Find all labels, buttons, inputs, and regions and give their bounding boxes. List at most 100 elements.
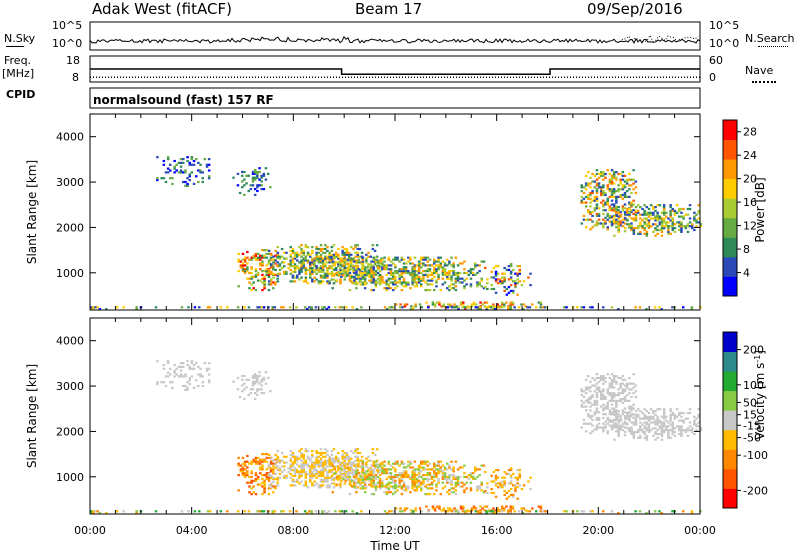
velocity-echo-cell [589,395,592,399]
velocity-echo-cell [634,415,638,418]
velocity-echo-cell [509,507,512,510]
velocity-echo-cell [337,465,340,468]
power-echo-cell [611,215,614,218]
velocity-echo-cell [177,365,181,368]
power-echo-cell [396,256,399,259]
power-echo-cell [695,219,698,222]
velocity-echo-cell [424,485,427,488]
power-echo-cell [370,273,373,276]
velocity-echo-cell [615,422,618,425]
power-echo-cell [344,275,347,278]
power-echo-cell [253,188,257,191]
power-echo-cell [207,169,211,172]
power-echo-cell [615,211,618,214]
velocity-echo-cell [326,450,329,453]
velocity-echo-cell [645,436,649,439]
velocity-echo-cell [438,507,441,510]
power-echo-cell [448,273,451,276]
velocity-echo-cell [435,468,438,471]
velocity-echo-cell [459,507,463,510]
power-echo-cell [260,174,263,177]
power-echo-cell [463,285,466,288]
velocity-echo-cell [326,465,329,468]
power-echo-cell [334,253,338,256]
power-echo-cell [267,268,271,272]
velocity-echo-cell [293,457,297,460]
power-echo-cell [595,214,599,217]
velocity-echo-cell [298,476,301,479]
power-colorbar-tick-label: 28 [743,126,757,139]
velocity-echo-cell [509,467,513,470]
power-echo-cell [662,207,666,211]
velocity-echo-cell [331,464,334,467]
power-echo-cell [643,227,646,230]
power-echo-cell [645,211,649,214]
power-echo-cell [426,260,429,263]
power-echo-cell [415,281,419,284]
power-echo-cell [516,272,519,275]
power-echo-cell [392,262,395,265]
velocity-echo-cell [392,510,395,513]
power-echo-cell [693,228,696,232]
velocity-echo-cell [184,375,187,378]
power-echo-cell [428,273,432,276]
velocity-echo-cell [602,510,605,513]
power-echo-cell [166,167,170,170]
x-tick-label: 00:00 [74,524,106,537]
power-echo-cell [254,273,258,276]
velocity-echo-cell [319,469,323,472]
velocity-echo-cell [632,421,636,424]
power-echo-cell [263,249,266,252]
velocity-echo-cell [330,457,334,460]
power-echo-cell [263,270,266,273]
velocity-echo-cell [296,463,299,466]
power-echo-cell [452,264,455,267]
power-echo-cell [435,270,438,273]
velocity-echo-cell [337,467,340,470]
power-echo-cell [177,171,181,174]
power-echo-cell [660,225,664,228]
velocity-echo-cell [363,470,367,473]
power-echo-cell [300,247,303,251]
velocity-echo-cell [420,483,423,486]
power-echo-cell [232,176,235,179]
velocity-echo-cell [693,423,696,426]
power-echo-cell [409,273,412,276]
velocity-echo-cell [398,510,402,513]
power-echo-cell [433,258,436,261]
power-echo-cell [446,275,449,278]
velocity-echo-cell [358,465,362,468]
velocity-echo-cell [402,485,406,488]
power-echo-cell [326,257,329,260]
velocity-echo-cell [461,510,465,513]
velocity-echo-cell [404,485,408,488]
power-echo-cell [496,303,499,306]
power-echo-cell [595,191,599,195]
mode-label: normalsound (fast) 157 RF [93,93,274,107]
velocity-echo-cell [417,483,421,486]
power-echo-cell [626,223,629,226]
velocity-echo-cell [474,466,477,469]
power-echo-cell [580,195,583,198]
power-echo-cell [516,278,519,281]
power-echo-cell [494,305,497,308]
power-echo-cell [291,247,295,251]
power-echo-cell [330,265,334,268]
power-echo-cell [476,264,479,267]
velocity-echo-cell [426,493,429,496]
power-echo-cell [383,306,387,309]
power-echo-cell [348,271,352,275]
power-echo-cell [276,280,280,283]
velocity-echo-cell [372,483,375,486]
velocity-echo-cell [251,384,255,387]
power-echo-cell [219,306,223,309]
velocity-echo-cell [343,455,346,458]
velocity-echo-cell [259,466,262,469]
velocity-colorbar-swatch [723,449,737,470]
velocity-echo-cell [617,392,620,395]
power-echo-cell [298,278,301,281]
power-echo-cell [293,267,297,270]
power-echo-cell [501,280,504,283]
power-echo-cell [582,197,586,200]
power-echo-cell [695,225,698,228]
